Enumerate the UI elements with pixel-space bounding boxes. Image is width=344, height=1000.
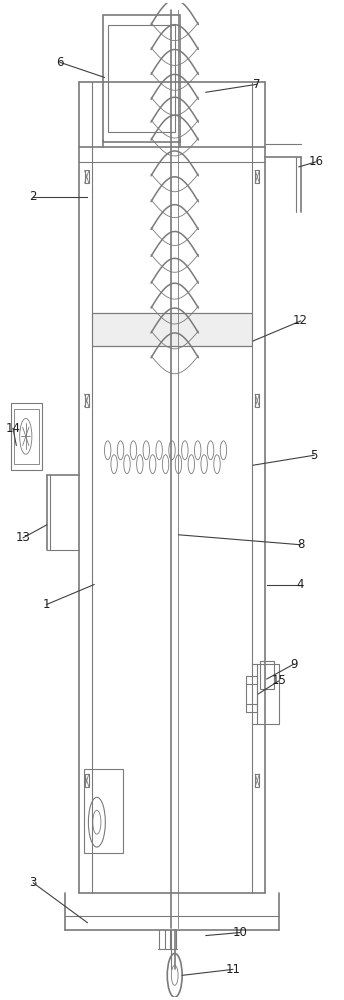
Text: 10: 10	[232, 926, 247, 939]
Bar	[85, 170, 89, 183]
Bar	[257, 664, 279, 724]
Text: 6: 6	[56, 56, 64, 69]
Bar	[255, 394, 259, 407]
Bar	[103, 15, 181, 142]
Text: 3: 3	[30, 876, 37, 889]
Text: 13: 13	[15, 531, 31, 544]
Bar	[260, 661, 273, 689]
Bar	[84, 768, 123, 853]
Text: 2: 2	[30, 190, 37, 203]
Text: 7: 7	[253, 78, 260, 91]
Bar	[246, 676, 257, 712]
Bar	[93, 313, 251, 346]
Bar	[11, 403, 42, 470]
Text: 11: 11	[225, 963, 240, 976]
Bar	[85, 394, 89, 407]
Text: 16: 16	[308, 155, 323, 168]
Text: 1: 1	[43, 598, 51, 611]
Text: 12: 12	[293, 314, 308, 327]
Bar	[255, 170, 259, 183]
Bar	[108, 25, 175, 132]
Text: 15: 15	[271, 674, 286, 687]
Text: 9: 9	[290, 658, 298, 671]
Bar	[255, 774, 259, 787]
Text: 14: 14	[6, 422, 20, 435]
Bar	[85, 774, 89, 787]
Text: 4: 4	[297, 578, 304, 591]
Text: 8: 8	[297, 538, 304, 551]
Bar	[14, 409, 39, 464]
Text: 5: 5	[310, 449, 318, 462]
